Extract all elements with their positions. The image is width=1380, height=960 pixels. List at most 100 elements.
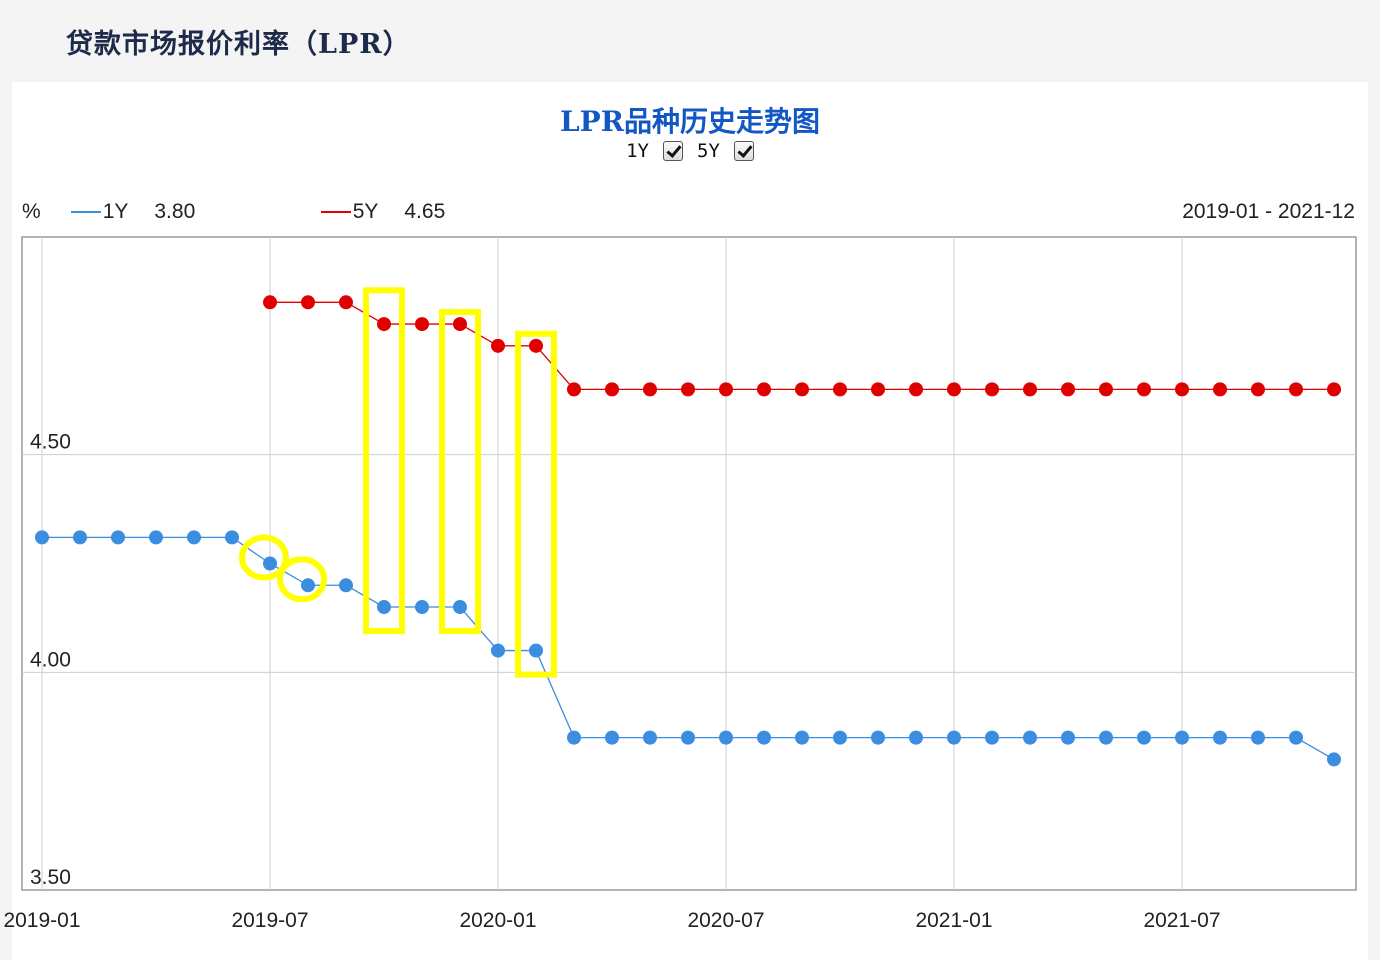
x-tick-label: 2020-01 xyxy=(459,909,536,932)
data-point-5y xyxy=(795,382,809,397)
toggle-5y[interactable]: 5Y xyxy=(697,140,754,162)
data-point-5y xyxy=(1175,382,1189,397)
chart-legend: % 1Y 3.80 5Y 4.65 xyxy=(22,200,445,224)
plot-area xyxy=(21,236,1357,891)
data-point-5y xyxy=(757,382,771,397)
data-point-1y xyxy=(301,578,315,593)
data-point-1y xyxy=(415,600,429,615)
data-point-1y xyxy=(187,530,201,545)
data-point-5y xyxy=(985,382,999,397)
data-point-1y xyxy=(1213,730,1227,745)
data-point-1y xyxy=(225,530,239,545)
data-point-5y xyxy=(1137,382,1151,397)
data-point-1y xyxy=(339,578,353,593)
toggle-5y-label: 5Y xyxy=(697,140,720,162)
data-point-1y xyxy=(909,730,923,745)
x-tick-label: 2020-07 xyxy=(687,909,764,932)
data-point-1y xyxy=(529,643,543,658)
toggle-1y[interactable]: 1Y xyxy=(626,140,683,162)
data-point-5y xyxy=(833,382,847,397)
legend-item-1y[interactable]: 1Y 3.80 xyxy=(70,200,321,224)
data-point-1y xyxy=(1061,730,1075,745)
data-point-1y xyxy=(1023,730,1037,745)
data-point-5y xyxy=(947,382,961,397)
data-point-1y xyxy=(643,730,657,745)
data-point-1y xyxy=(719,730,733,745)
toggle-5y-checkbox[interactable] xyxy=(733,141,754,161)
data-point-1y xyxy=(111,530,125,545)
data-point-5y xyxy=(263,295,277,310)
data-point-5y xyxy=(1099,382,1113,397)
data-point-5y xyxy=(1213,382,1227,397)
legend-name-5y: 5Y xyxy=(352,200,379,223)
data-point-5y xyxy=(567,382,581,397)
data-point-1y xyxy=(605,730,619,745)
data-point-1y xyxy=(1099,730,1113,745)
legend-swatch-1y xyxy=(70,211,101,213)
chart-title: LPR品种历史走势图 xyxy=(559,105,820,138)
data-point-5y xyxy=(415,317,429,332)
data-point-1y xyxy=(833,730,847,745)
legend-name-1y: 1Y xyxy=(102,200,129,223)
x-tick-label: 2019-01 xyxy=(3,909,80,932)
data-point-1y xyxy=(757,730,771,745)
page-title: 贷款市场报价利率（LPR） xyxy=(66,29,411,60)
data-point-1y xyxy=(263,556,277,571)
data-point-1y xyxy=(1327,752,1341,767)
data-point-1y xyxy=(681,730,695,745)
data-point-5y xyxy=(1251,382,1265,397)
data-point-1y xyxy=(1251,730,1265,745)
data-point-5y xyxy=(529,338,543,353)
toggle-1y-label: 1Y xyxy=(626,140,649,162)
unit-label: % xyxy=(22,200,41,223)
data-point-1y xyxy=(795,730,809,745)
legend-item-5y[interactable]: 5Y 4.65 xyxy=(320,200,446,224)
data-point-5y xyxy=(605,382,619,397)
data-point-1y xyxy=(567,730,581,745)
data-point-5y xyxy=(1061,382,1075,397)
data-point-5y xyxy=(339,295,353,310)
data-point-1y xyxy=(1289,730,1303,745)
data-point-1y xyxy=(453,600,467,615)
data-point-5y xyxy=(1289,382,1303,397)
data-point-5y xyxy=(491,338,505,353)
data-point-5y xyxy=(681,382,695,397)
date-range: 2019-01 - 2021-12 xyxy=(1182,200,1355,223)
x-tick-label: 2021-07 xyxy=(1143,909,1220,932)
data-point-1y xyxy=(1137,730,1151,745)
legend-swatch-5y xyxy=(320,211,351,213)
data-point-1y xyxy=(1175,730,1189,745)
y-tick-label: 4.50 xyxy=(30,431,71,454)
data-point-5y xyxy=(377,317,391,332)
legend-value-5y: 4.65 xyxy=(404,200,446,223)
data-point-1y xyxy=(73,530,87,545)
highlight-box xyxy=(363,287,405,635)
data-point-5y xyxy=(1023,382,1037,397)
y-tick-label: 3.50 xyxy=(30,866,71,889)
data-point-1y xyxy=(377,600,391,615)
data-point-1y xyxy=(35,530,49,545)
y-tick-label: 4.00 xyxy=(30,648,71,671)
x-tick-label: 2021-01 xyxy=(915,909,992,932)
data-point-1y xyxy=(149,530,163,545)
data-point-5y xyxy=(719,382,733,397)
series-toggles: 1Y 5Y xyxy=(0,140,1380,162)
highlight-box xyxy=(515,330,557,678)
data-point-5y xyxy=(871,382,885,397)
data-point-1y xyxy=(947,730,961,745)
data-point-1y xyxy=(491,643,505,658)
highlight-box xyxy=(439,309,481,635)
toggle-1y-checkbox[interactable] xyxy=(663,141,683,161)
data-point-1y xyxy=(871,730,885,745)
legend-value-1y: 3.80 xyxy=(154,200,196,223)
data-point-5y xyxy=(909,382,923,397)
highlight-circle xyxy=(277,556,327,603)
data-point-1y xyxy=(985,730,999,745)
data-point-5y xyxy=(1327,382,1341,397)
highlight-circle xyxy=(239,534,289,581)
data-point-5y xyxy=(643,382,657,397)
data-point-5y xyxy=(453,317,467,332)
data-point-5y xyxy=(301,295,315,310)
x-tick-label: 2019-07 xyxy=(231,909,308,932)
